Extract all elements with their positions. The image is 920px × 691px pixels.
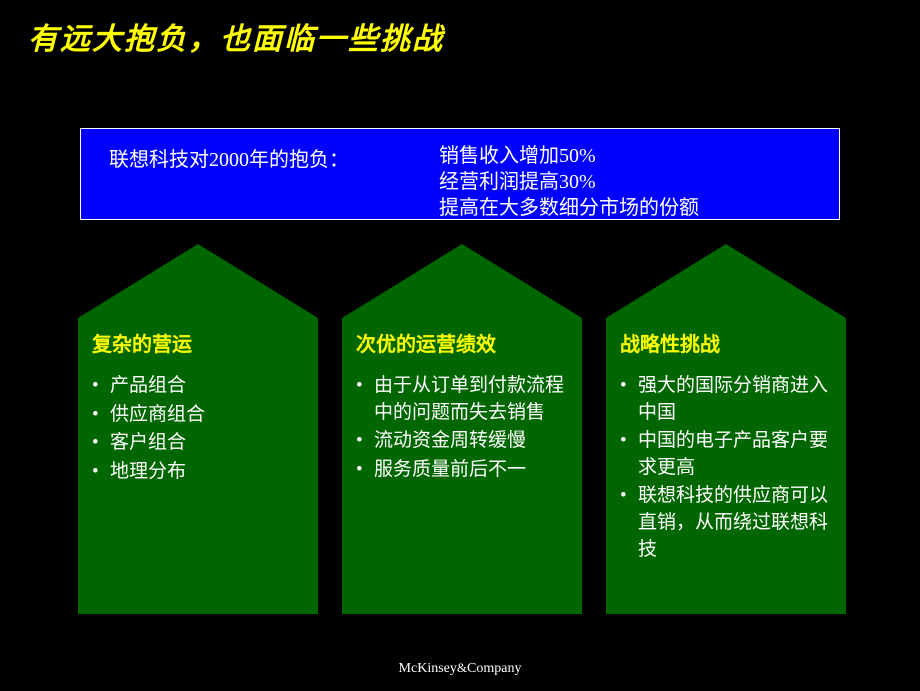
footer-company-1: McKinsey [399, 661, 457, 676]
house-body: 复杂的营运产品组合供应商组合客户组合地理分布 [78, 318, 318, 614]
house-body: 战略性挑战强大的国际分销商进入中国中国的电子产品客户要求更高联想科技的供应商可以… [606, 318, 846, 614]
column-list-item: 服务质量前后不一 [356, 457, 568, 484]
ambition-goal: 提高在大多数细分市场的份额 [439, 195, 811, 221]
footer-company-2: Company [467, 661, 521, 676]
column-list-item: 由于从订单到付款流程中的问题而失去销售 [356, 373, 568, 426]
column-list-item: 联想科技的供应商可以直销，从而绕过联想科技 [620, 483, 832, 563]
house-body: 次优的运营绩效由于从订单到付款流程中的问题而失去销售流动资金周转缓慢服务质量前后… [342, 318, 582, 614]
house-roof [342, 244, 582, 318]
house-shape: 次优的运营绩效由于从订单到付款流程中的问题而失去销售流动资金周转缓慢服务质量前后… [342, 244, 582, 614]
column-list-item: 强大的国际分销商进入中国 [620, 373, 832, 426]
ambition-goals: 销售收入增加50%经营利润提高30%提高在大多数细分市场的份额 [439, 143, 811, 207]
house-roof [78, 244, 318, 318]
house-roof [606, 244, 846, 318]
challenge-column: 战略性挑战强大的国际分销商进入中国中国的电子产品客户要求更高联想科技的供应商可以… [606, 244, 846, 614]
column-list-item: 供应商组合 [92, 402, 304, 429]
column-title: 次优的运营绩效 [356, 328, 568, 357]
column-list-item: 产品组合 [92, 373, 304, 400]
slide-title: 有远大抱负，也面临一些挑战 [28, 14, 444, 58]
column-list: 强大的国际分销商进入中国中国的电子产品客户要求更高联想科技的供应商可以直销，从而… [620, 373, 832, 563]
column-list-item: 客户组合 [92, 430, 304, 457]
house-shape: 战略性挑战强大的国际分销商进入中国中国的电子产品客户要求更高联想科技的供应商可以… [606, 244, 846, 614]
ambition-label: 联想科技对2000年的抱负： [109, 143, 439, 207]
challenge-column: 次优的运营绩效由于从订单到付款流程中的问题而失去销售流动资金周转缓慢服务质量前后… [342, 244, 582, 614]
ambition-box: 联想科技对2000年的抱负： 销售收入增加50%经营利润提高30%提高在大多数细… [80, 128, 840, 220]
column-title: 战略性挑战 [620, 328, 832, 357]
column-list: 产品组合供应商组合客户组合地理分布 [92, 373, 304, 485]
challenge-columns: 复杂的营运产品组合供应商组合客户组合地理分布次优的运营绩效由于从订单到付款流程中… [78, 244, 844, 614]
footer-ampersand: & [457, 660, 467, 675]
column-list: 由于从订单到付款流程中的问题而失去销售流动资金周转缓慢服务质量前后不一 [356, 373, 568, 483]
column-title: 复杂的营运 [92, 328, 304, 357]
column-list-item: 中国的电子产品客户要求更高 [620, 428, 832, 481]
column-list-item: 地理分布 [92, 459, 304, 486]
column-list-item: 流动资金周转缓慢 [356, 428, 568, 455]
footer-brand: McKinsey&Company [0, 660, 920, 677]
ambition-goal: 经营利润提高30% [439, 169, 811, 195]
challenge-column: 复杂的营运产品组合供应商组合客户组合地理分布 [78, 244, 318, 614]
house-shape: 复杂的营运产品组合供应商组合客户组合地理分布 [78, 244, 318, 614]
ambition-goal: 销售收入增加50% [439, 143, 811, 169]
